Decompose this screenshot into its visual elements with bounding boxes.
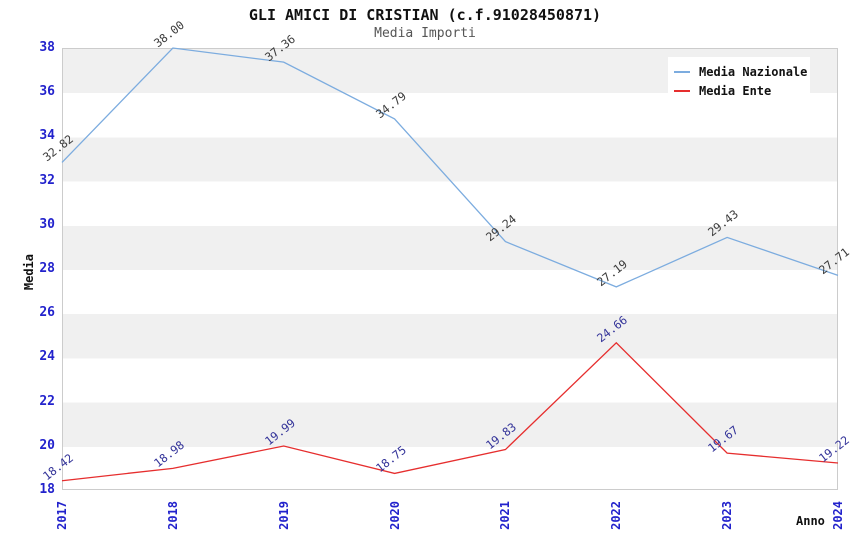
legend-line-swatch-ente: [674, 89, 690, 92]
x-tick-2024: 2024: [831, 497, 845, 537]
x-tick-text-2020: 2020: [387, 501, 402, 530]
plot-area: [62, 48, 838, 490]
x-tick-text-2024: 2024: [831, 501, 845, 530]
legend-label-ente: Media Ente: [699, 83, 772, 98]
y-axis-title-text: Media: [22, 254, 36, 291]
x-tick-2022: 2022: [609, 497, 623, 537]
legend: Media Nazionale Media Ente: [668, 57, 810, 105]
x-tick-text-2023: 2023: [720, 501, 735, 530]
legend-item-ente: Media Ente: [674, 82, 802, 99]
x-tick-2023: 2023: [720, 497, 734, 537]
y-tick-24: 24: [39, 349, 55, 365]
legend-line-swatch-nazionale: [674, 70, 690, 73]
y-tick-28: 28: [39, 261, 55, 276]
x-tick-text-2018: 2018: [165, 501, 180, 530]
y-tick-38: 38: [39, 40, 55, 55]
chart-title: GLI AMICI DI CRISTIAN (c.f.91028450871): [248, 6, 602, 24]
y-axis-title: Media: [22, 250, 36, 290]
y-tick-20: 20: [39, 437, 55, 453]
legend-label-nazionale: Media Nazionale: [699, 64, 808, 79]
x-tick-text-2022: 2022: [609, 501, 624, 530]
legend-item-nazionale: Media Nazionale: [674, 63, 807, 80]
y-tick-30: 30: [39, 216, 55, 232]
chart-subtitle: Media Importi: [374, 26, 476, 41]
x-tick-2021: 2021: [498, 497, 512, 537]
x-tick-text-2019: 2019: [276, 501, 291, 530]
x-tick-text-2017: 2017: [55, 501, 69, 530]
y-tick-22: 22: [39, 393, 55, 409]
x-tick-2020: 2020: [388, 497, 402, 537]
x-tick-2017: 2017: [55, 497, 69, 537]
x-tick-2018: 2018: [166, 497, 180, 537]
y-tick-32: 32: [39, 172, 55, 188]
x-tick-text-2021: 2021: [498, 501, 513, 530]
y-tick-36: 36: [39, 84, 55, 100]
y-tick-34: 34: [39, 128, 55, 144]
y-tick-26: 26: [39, 305, 55, 321]
y-tick-18: 18: [39, 482, 55, 497]
x-tick-2019: 2019: [277, 497, 291, 537]
x-axis-title: Anno: [796, 514, 825, 528]
